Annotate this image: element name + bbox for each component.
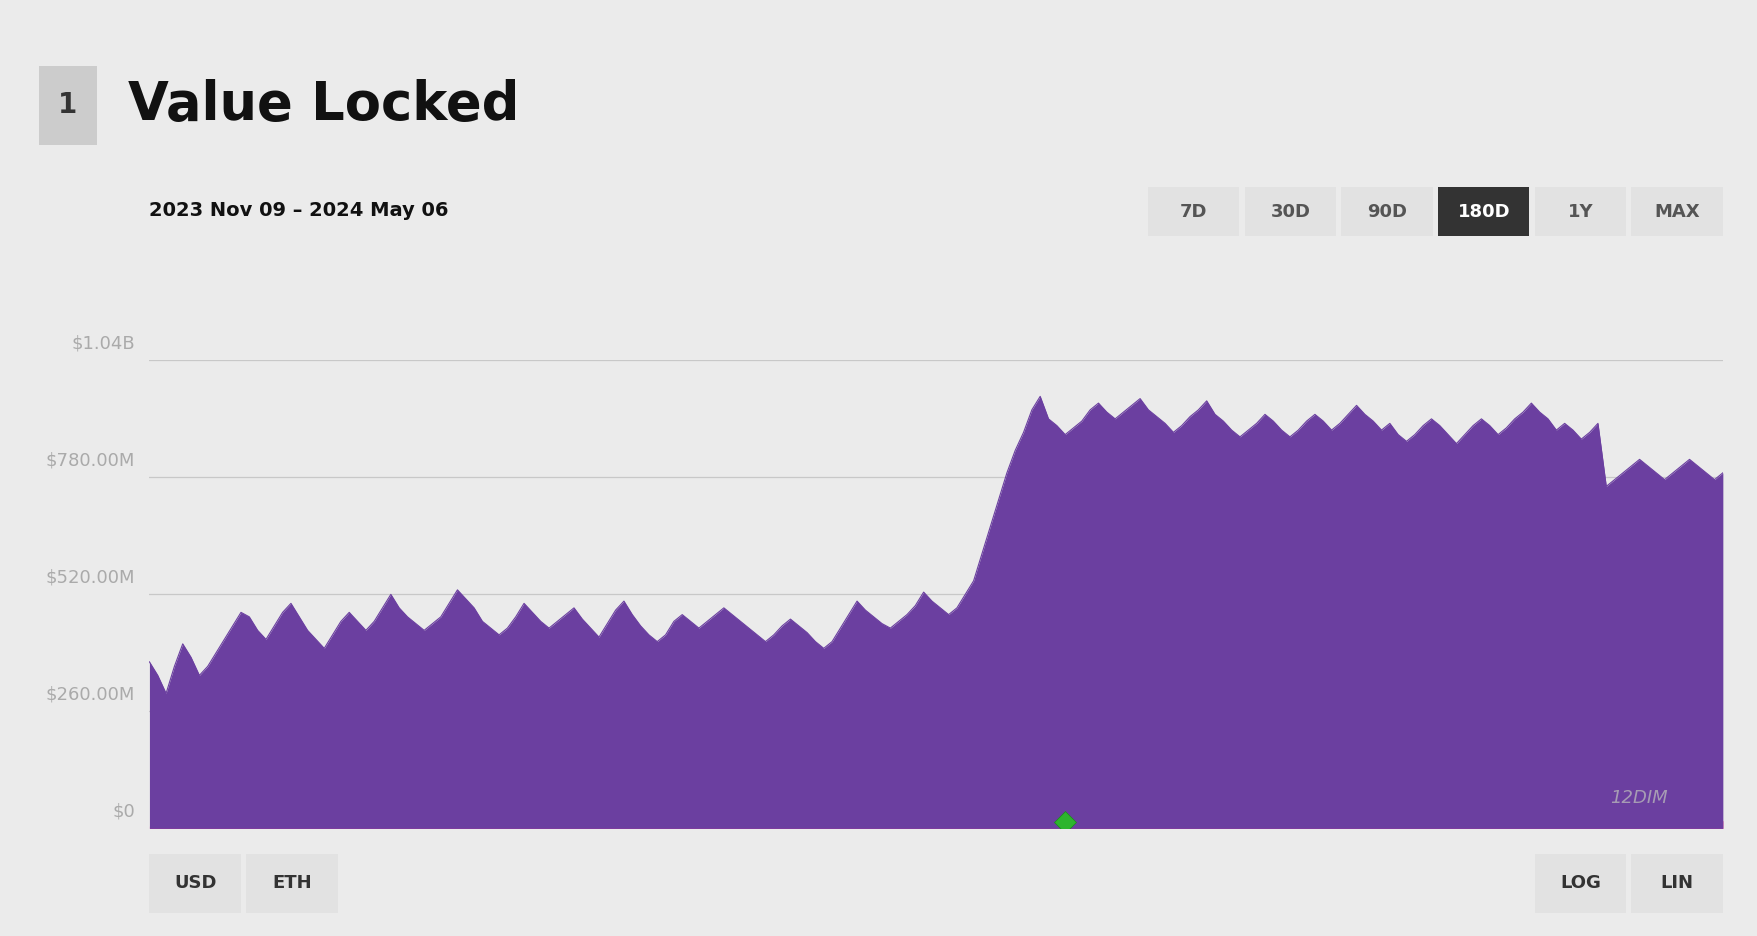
Text: $1.04B: $1.04B <box>72 335 135 353</box>
Text: 12DIM: 12DIM <box>1609 789 1667 807</box>
Text: 90D: 90D <box>1367 202 1406 221</box>
Text: MAX: MAX <box>1653 202 1699 221</box>
Text: LIN: LIN <box>1660 874 1692 892</box>
Text: $0: $0 <box>112 803 135 821</box>
Text: $260.00M: $260.00M <box>46 686 135 704</box>
Text: USD: USD <box>174 874 216 892</box>
Text: $520.00M: $520.00M <box>46 569 135 587</box>
Text: 2023 Nov 09 – 2024 May 06: 2023 Nov 09 – 2024 May 06 <box>149 201 448 220</box>
Text: ETH: ETH <box>272 874 311 892</box>
Text: $780.00M: $780.00M <box>46 452 135 470</box>
Text: Value Locked: Value Locked <box>128 79 520 131</box>
Text: 7D: 7D <box>1179 202 1207 221</box>
Text: 30D: 30D <box>1270 202 1309 221</box>
Text: 1Y: 1Y <box>1567 202 1592 221</box>
Text: 1: 1 <box>58 92 77 119</box>
Text: LOG: LOG <box>1558 874 1601 892</box>
Text: 180D: 180D <box>1457 202 1509 221</box>
